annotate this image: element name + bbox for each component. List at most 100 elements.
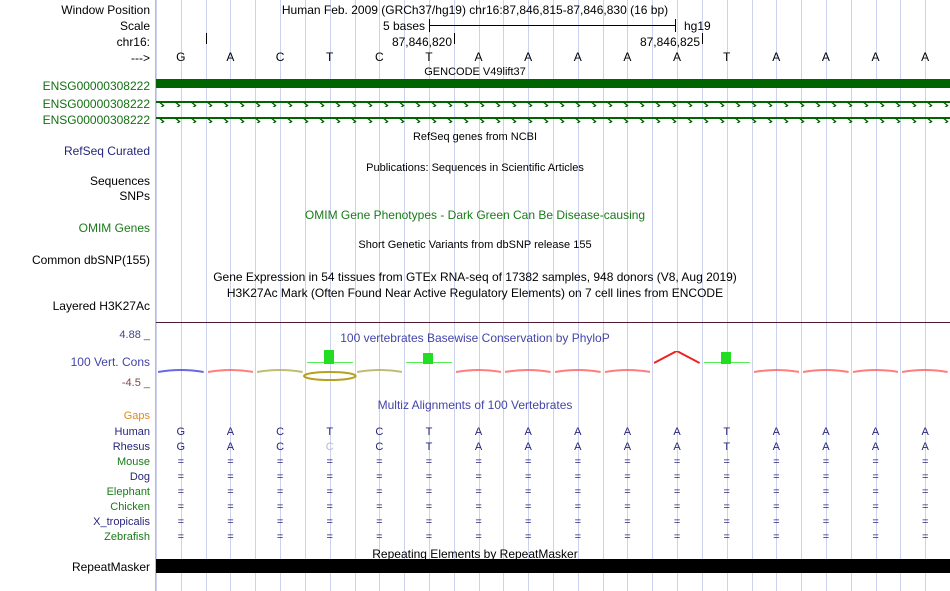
conservation-top-line xyxy=(156,322,950,323)
multiz-unaligned-chicken-3: = xyxy=(326,501,333,513)
multiz-unaligned-zebrafish-11: = xyxy=(723,531,730,543)
multiz-base-rhesus-7: A xyxy=(524,441,532,453)
strand-arrow-icon xyxy=(254,97,261,107)
multiz-gaps-label[interactable]: Gaps xyxy=(123,410,150,422)
multiz-unaligned-x_tropicalis-13: = xyxy=(822,516,830,528)
ruler-base-2: C xyxy=(275,50,285,64)
refseq-caption: RefSeq genes from NCBI xyxy=(412,131,538,143)
multiz-species-label-dog[interactable]: Dog xyxy=(129,471,150,483)
grid-line xyxy=(826,0,827,591)
multiz-base-rhesus-4: C xyxy=(375,441,384,453)
multiz-unaligned-chicken-5: = xyxy=(425,501,433,513)
multiz-unaligned-mouse-6: = xyxy=(475,456,482,468)
strand-arrow-icon xyxy=(286,113,293,123)
strand-arrow-icon xyxy=(526,97,533,107)
ruler-base-15: A xyxy=(921,50,930,64)
strand-arrow-icon xyxy=(350,97,357,107)
multiz-species-label-mouse[interactable]: Mouse xyxy=(116,456,150,468)
grid-lines xyxy=(156,0,950,591)
grid-line xyxy=(379,0,380,591)
multiz-unaligned-zebrafish-12: = xyxy=(773,531,780,543)
multiz-species-label-human[interactable]: Human xyxy=(114,426,150,438)
multiz-base-rhesus-12: A xyxy=(772,441,780,453)
strand-arrow-icon xyxy=(238,113,245,123)
gencode-gene-label-2[interactable]: ENSG00000308222 xyxy=(42,97,150,111)
grid-line xyxy=(627,0,628,591)
strand-arrow-icon xyxy=(942,97,949,107)
publications-sequences-label[interactable]: Sequences xyxy=(89,174,150,188)
multiz-base-human-7: A xyxy=(524,426,532,438)
strand-arrow-icon xyxy=(430,113,437,123)
strand-arrow-icon xyxy=(638,113,645,123)
layered-h3k27ac-label[interactable]: Layered H3K27Ac xyxy=(52,299,150,313)
ruler-base-10: A xyxy=(673,50,682,64)
multiz-base-rhesus-13: A xyxy=(822,441,830,453)
grid-line xyxy=(479,0,480,591)
multiz-species-label-x_tropicalis[interactable]: X_tropicalis xyxy=(93,516,150,528)
gencode-transcript-row-1[interactable] xyxy=(156,96,950,107)
grid-line xyxy=(578,0,579,591)
strand-arrow-icon xyxy=(270,113,277,123)
strand-arrow-icon xyxy=(686,113,693,123)
multiz-unaligned-dog-0: = xyxy=(177,471,185,483)
strand-arrow-icon xyxy=(302,113,309,123)
strand-arrow-icon xyxy=(494,113,501,123)
strand-arrow-icon xyxy=(606,97,613,107)
strand-arrow-icon xyxy=(398,113,405,123)
multiz-unaligned-zebrafish-2: = xyxy=(276,531,284,543)
gencode-transcript-row-2[interactable] xyxy=(156,112,950,123)
multiz-unaligned-x_tropicalis-11: = xyxy=(723,516,730,528)
strand-arrow-icon xyxy=(542,97,549,107)
strand-arrow-icon xyxy=(686,97,693,107)
multiz-unaligned-zebrafish-7: = xyxy=(524,531,532,543)
repeatmasker-label[interactable]: RepeatMasker xyxy=(71,560,150,574)
multiz-species-label-elephant[interactable]: Elephant xyxy=(106,486,150,498)
conservation-bar-15 xyxy=(902,360,949,373)
omim-genes-label[interactable]: OMIM Genes xyxy=(78,221,150,235)
ruler-base-7: A xyxy=(524,50,533,64)
gencode-gene-label-3[interactable]: ENSG00000308222 xyxy=(42,113,150,127)
gencode-gene-label-1[interactable]: ENSG00000308222 xyxy=(42,79,150,93)
conservation-max-value: 4.88 _ xyxy=(119,329,150,341)
conservation-caption: 100 vertebrates Basewise Conservation by… xyxy=(340,331,610,345)
multiz-unaligned-elephant-0: = xyxy=(177,486,185,498)
multiz-unaligned-elephant-8: = xyxy=(574,486,582,498)
conservation-bar-4 xyxy=(356,360,403,373)
multiz-unaligned-x_tropicalis-12: = xyxy=(773,516,780,528)
grid-line xyxy=(876,0,877,591)
refseq-curated-label[interactable]: RefSeq Curated xyxy=(63,144,150,158)
strand-arrow-icon xyxy=(766,97,773,107)
multiz-unaligned-chicken-12: = xyxy=(773,501,780,513)
multiz-species-label-rhesus[interactable]: Rhesus xyxy=(112,441,150,453)
strand-arrow-icon xyxy=(814,113,821,123)
ruler-base-6: A xyxy=(474,50,483,64)
strand-arrow-icon xyxy=(366,113,373,123)
multiz-unaligned-mouse-13: = xyxy=(822,456,830,468)
grid-line xyxy=(255,0,256,591)
conservation-plot[interactable] xyxy=(156,322,950,384)
ruler-base-3: T xyxy=(326,50,334,64)
conservation-bar-0 xyxy=(157,360,204,373)
grid-line xyxy=(230,0,231,591)
multiz-unaligned-chicken-4: = xyxy=(376,501,383,513)
multiz-base-human-0: G xyxy=(176,426,186,438)
conservation-bar-9 xyxy=(604,360,651,373)
strand-arrow-icon xyxy=(398,97,405,107)
multiz-species-label-zebrafish[interactable]: Zebrafish xyxy=(104,531,150,543)
repeatmasker-bar[interactable] xyxy=(156,559,950,573)
coordinate-left: 87,846,820 xyxy=(391,35,452,49)
common-dbsnp-label[interactable]: Common dbSNP(155) xyxy=(31,253,150,267)
multiz-unaligned-mouse-12: = xyxy=(773,456,780,468)
multiz-species-label-chicken[interactable]: Chicken xyxy=(110,501,150,513)
strand-arrow-icon xyxy=(158,97,165,107)
conservation-track-label[interactable]: 100 Vert. Cons xyxy=(70,355,150,369)
publications-snps-label[interactable]: SNPs xyxy=(119,189,150,203)
multiz-unaligned-elephant-13: = xyxy=(822,486,830,498)
grid-line xyxy=(553,0,554,591)
multiz-base-rhesus-6: A xyxy=(474,441,483,453)
strand-arrow-icon xyxy=(782,97,789,107)
strand-arrow-icon xyxy=(926,113,933,123)
strand-arrow-icon xyxy=(222,113,229,123)
gencode-gene-bar[interactable] xyxy=(156,79,950,88)
gencode-caption: GENCODE V49lift37 xyxy=(424,66,526,78)
